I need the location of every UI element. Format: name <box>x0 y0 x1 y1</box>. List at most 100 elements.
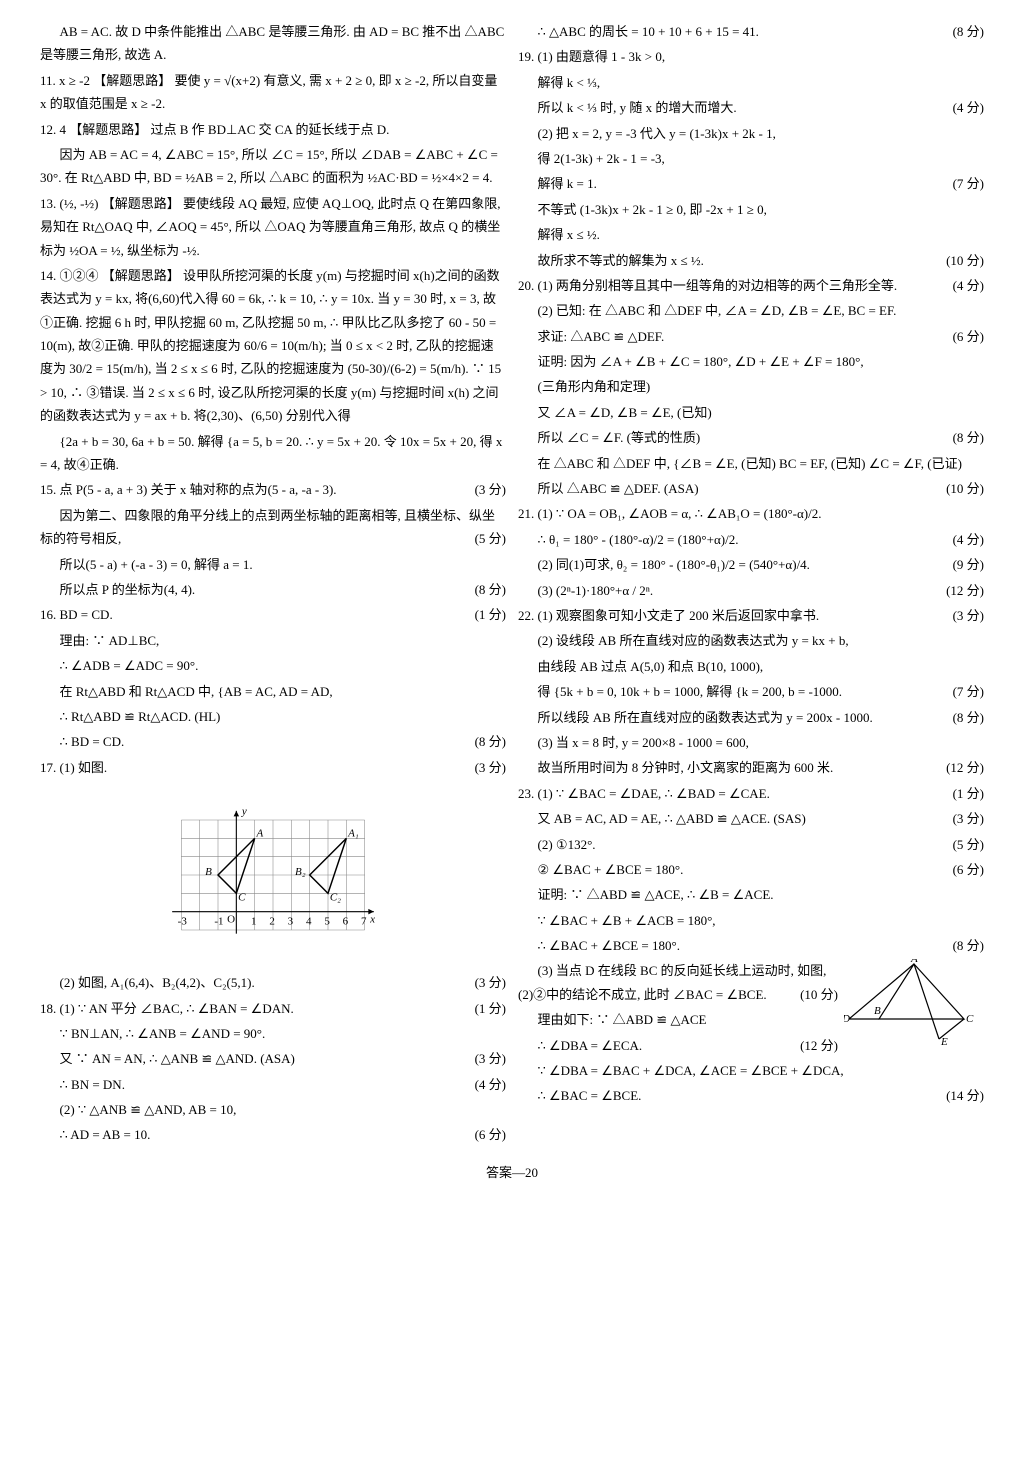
svg-text:C₂: C₂ <box>330 892 341 904</box>
q18a: 18. (1) ∵ AN 平分 ∠BAC, ∴ ∠BAN = ∠DAN. (1 分… <box>40 997 506 1020</box>
score: (4 分) <box>933 96 984 119</box>
q14b: {2a + b = 30, 6a + b = 50. 解得 {a = 5, b … <box>40 430 506 477</box>
q20g: 所以 ∠C = ∠F. (等式的性质)(8 分) <box>518 426 984 449</box>
q19g: 不等式 (1-3k)x + 2k - 1 ≥ 0, 即 -2x + 1 ≥ 0, <box>518 198 984 221</box>
score: (3 分) <box>455 971 506 994</box>
text-line: AB = AC. 故 D 中条件能推出 △ABC 是等腰三角形. 由 AD = … <box>40 20 506 67</box>
q22b: (2) 设线段 AB 所在直线对应的函数表达式为 y = kx + b, <box>518 629 984 652</box>
score: (9 分) <box>933 553 984 576</box>
q18f: ∴ AD = AB = 10.(6 分) <box>40 1123 506 1146</box>
q14a: 14. ①②④ 【解题思路】 设甲队所挖河渠的长度 y(m) 与挖掘时间 x(h… <box>40 264 506 428</box>
svg-text:A: A <box>910 959 918 965</box>
q15a-text: 15. 点 P(5 - a, a + 3) 关于 x 轴对称的点为(5 - a,… <box>40 482 337 497</box>
score: (4 分) <box>953 274 984 297</box>
page-footer: 答案—20 <box>40 1161 984 1184</box>
q23f: ∵ ∠BAC + ∠B + ∠ACB = 180°, <box>518 909 984 932</box>
q18e: (2) ∵ △ANB ≌ △AND, AB = 10, <box>40 1098 506 1121</box>
q23c: (2) ①132°.(5 分) <box>518 833 984 856</box>
score: (3 分) <box>475 478 506 501</box>
q15d: 所以点 P 的坐标为(4, 4).(8 分) <box>40 578 506 601</box>
score: (8 分) <box>455 578 506 601</box>
r18g: ∴ △ABC 的周长 = 10 + 10 + 6 + 15 = 41.(8 分) <box>518 20 984 43</box>
q18a-text: 18. (1) ∵ AN 平分 ∠BAC, ∴ ∠BAN = ∠DAN. <box>40 1001 294 1016</box>
score: (12 分) <box>927 756 984 779</box>
q19d: (2) 把 x = 2, y = -3 代入 y = (1-3k)x + 2k … <box>518 122 984 145</box>
q21b-text: ∴ θ₁ = 180° - (180°-α)/2 = (180°+α)/2. <box>538 532 739 547</box>
score: (3 分) <box>933 807 984 830</box>
q16a-text: 16. BD = CD. <box>40 607 113 622</box>
q20a: 20. (1) 两角分别相等且其中一组等角的对边相等的两个三角形全等.(4 分) <box>518 274 984 297</box>
q22e: 所以线段 AB 所在直线对应的函数表达式为 y = 200x - 1000.(8… <box>518 706 984 729</box>
q23g: ∴ ∠BAC + ∠BCE = 180°. (8 分) <box>518 934 984 957</box>
q22g: 故当所用时间为 8 分钟时, 小文离家的距离为 600 米. (12 分) <box>518 756 984 779</box>
score: (3 分) <box>953 604 984 627</box>
q20g-text: 所以 ∠C = ∠F. (等式的性质) <box>538 430 701 445</box>
svg-text:B₂: B₂ <box>295 866 306 878</box>
q11: 11. x ≥ -2 【解题思路】 要使 y = √(x+2) 有意义, 需 x… <box>40 69 506 116</box>
q16c: ∴ ∠ADB = ∠ADC = 90°. <box>40 654 506 677</box>
q20h: 在 △ABC 和 △DEF 中, {∠B = ∠E, (已知) BC = EF,… <box>518 452 984 475</box>
q16d: 在 Rt△ABD 和 Rt△ACD 中, {AB = AC, AD = AD, <box>40 680 506 703</box>
axis-labels: x y O A B C A₁ B₂ C₂ -3-1 1234567 <box>178 806 376 928</box>
q19b: 解得 k < ⅓, <box>518 71 984 94</box>
score: (10 分) <box>927 249 984 272</box>
score: (1 分) <box>475 997 506 1020</box>
score: (10 分) <box>781 983 838 1006</box>
score: (12 分) <box>927 579 984 602</box>
score: (8 分) <box>455 730 506 753</box>
q15b-text: 因为第二、四象限的角平分线上的点到两坐标轴的距离相等, 且横坐标、纵坐标的符号相… <box>40 508 495 546</box>
score: (4 分) <box>455 1073 506 1096</box>
q22g-text: 故当所用时间为 8 分钟时, 小文离家的距离为 600 米. <box>538 760 834 775</box>
q19f: 解得 k = 1.(7 分) <box>518 172 984 195</box>
q18d-text: ∴ BN = DN. <box>60 1077 125 1092</box>
q23d-text: ② ∠BAC + ∠BCE = 180°. <box>538 862 684 877</box>
score: (3 分) <box>475 756 506 779</box>
svg-text:4: 4 <box>306 916 312 928</box>
q21c-text: (2) 同(1)可求, θ₂ = 180° - (180°-θ₁)/2 = (5… <box>538 557 810 572</box>
q18f-text: ∴ AD = AB = 10. <box>60 1127 151 1142</box>
q21a: 21. (1) ∵ OA = OB₁, ∠AOB = α, ∴ ∠AB₁O = … <box>518 502 984 525</box>
svg-text:B: B <box>874 1005 881 1017</box>
q20d: 证明: 因为 ∠A + ∠B + ∠C = 180°, ∠D + ∠E + ∠F… <box>518 350 984 373</box>
q23g-text: ∴ ∠BAC + ∠BCE = 180°. <box>538 938 680 953</box>
q16f: ∴ BD = CD. (8 分) <box>40 730 506 753</box>
q21c: (2) 同(1)可求, θ₂ = 180° - (180°-θ₁)/2 = (5… <box>518 553 984 576</box>
q18d: ∴ BN = DN. (4 分) <box>40 1073 506 1096</box>
svg-text:3: 3 <box>288 916 294 928</box>
q19i-text: 故所求不等式的解集为 x ≤ ½. <box>538 253 704 268</box>
q12a: 12. 4 【解题思路】 过点 B 作 BD⊥AC 交 CA 的延长线于点 D. <box>40 118 506 141</box>
q19e: 得 2(1-3k) + 2k - 1 = -3, <box>518 147 984 170</box>
svg-text:E: E <box>940 1036 948 1048</box>
svg-text:6: 6 <box>343 916 349 928</box>
q19i: 故所求不等式的解集为 x ≤ ½. (10 分) <box>518 249 984 272</box>
score: (14 分) <box>927 1084 984 1107</box>
q23b: 又 AB = AC, AD = AE, ∴ △ABD ≌ △ACE. (SAS)… <box>518 807 984 830</box>
score: (4 分) <box>933 528 984 551</box>
q18b: ∵ BN⊥AN, ∴ ∠ANB = ∠AND = 90°. <box>40 1022 506 1045</box>
q21d: (3) (2ⁿ-1)·180°+α / 2ⁿ.(12 分) <box>518 579 984 602</box>
q20i-text: 所以 △ABC ≌ △DEF. (ASA) <box>538 481 699 496</box>
q15b: 因为第二、四象限的角平分线上的点到两坐标轴的距离相等, 且横坐标、纵坐标的符号相… <box>40 504 506 551</box>
q20c-text: 求证: △ABC ≌ △DEF. <box>538 329 665 344</box>
q23j-text: ∴ ∠DBA = ∠ECA. <box>538 1038 643 1053</box>
q16a: 16. BD = CD.(1 分) <box>40 603 506 626</box>
q16b: 理由: ∵ AD⊥BC, <box>40 629 506 652</box>
q21b: ∴ θ₁ = 180° - (180°-α)/2 = (180°+α)/2. (4… <box>518 528 984 551</box>
q22a-text: 22. (1) 观察图象可知小文走了 200 米后返回家中拿书. <box>518 608 819 623</box>
left-column: AB = AC. 故 D 中条件能推出 △ABC 是等腰三角形. 由 AD = … <box>40 20 506 1149</box>
q15c: 所以(5 - a) + (-a - 3) = 0, 解得 a = 1. <box>40 553 506 576</box>
svg-text:5: 5 <box>324 916 330 928</box>
triangle-figure: ABC DE <box>844 959 984 1049</box>
q17a-text: 17. (1) 如图. <box>40 760 107 775</box>
q12b: 因为 AB = AC = 4, ∠ABC = 15°, 所以 ∠C = 15°,… <box>40 143 506 190</box>
q22f: (3) 当 x = 8 时, y = 200×8 - 1000 = 600, <box>518 731 984 754</box>
svg-text:-3: -3 <box>178 916 188 928</box>
score: (8 分) <box>933 934 984 957</box>
q17b: (2) 如图, A₁(6,4)、B₂(4,2)、C₂(5,1).(3 分) <box>40 971 506 994</box>
score: (1 分) <box>953 782 984 805</box>
score: (5 分) <box>455 527 506 550</box>
q16f-text: ∴ BD = CD. <box>60 734 125 749</box>
svg-text:C: C <box>238 892 246 904</box>
svg-text:1: 1 <box>251 916 257 928</box>
score: (7 分) <box>933 680 984 703</box>
